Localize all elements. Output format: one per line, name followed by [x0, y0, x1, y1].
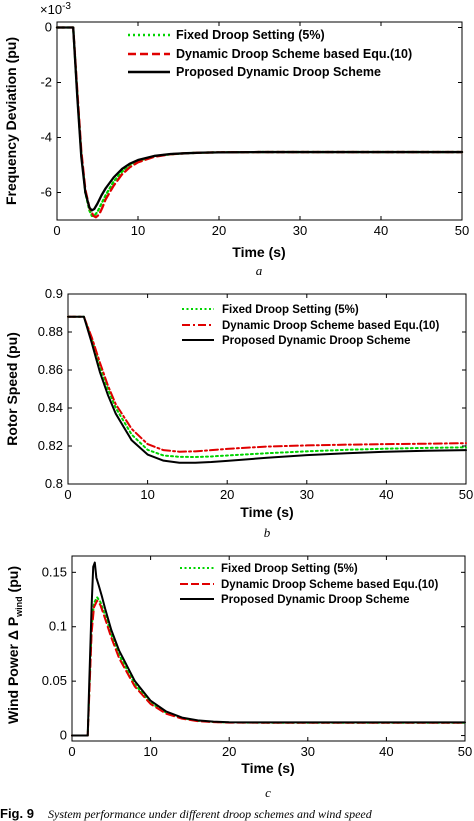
series-line-c-0	[71, 596, 466, 737]
y-axis-label-c: Wind Power Δ Pwind (pu)	[5, 566, 24, 724]
y-tick-label-c-3: 0.15	[42, 564, 67, 579]
panel-a: ×10-3 0 10 20 30 40 50 0 -2 -4 -6 Time (s) Frequ…	[3, 1, 469, 278]
x-tick-label-a-4: 40	[374, 223, 388, 238]
x-axis-label-c: Time (s)	[241, 760, 294, 776]
series-lines-c	[71, 561, 466, 737]
y-tick-label-b-1: 0.82	[38, 438, 63, 453]
legend-label-fixed-c: Fixed Droop Setting (5%)	[221, 563, 358, 575]
series-line-c-2	[71, 561, 466, 737]
x-tick-label-c-3: 30	[301, 744, 315, 759]
x-tick-label-a-1: 10	[131, 223, 145, 238]
y-tick-label-b-0: 0.8	[45, 476, 63, 491]
x-axis-label-a: Time (s)	[232, 244, 285, 260]
series-line-b-2	[67, 315, 467, 464]
x-tick-label-b-1: 10	[140, 487, 154, 502]
figure-caption: Fig. 9 System performance under differen…	[0, 806, 373, 821]
legend-a: Fixed Droop Setting (5%) Dynamic Droop S…	[128, 28, 412, 79]
series-line-b-1	[67, 315, 467, 453]
legend-label-proposed-a: Proposed Dynamic Droop Scheme	[176, 65, 381, 79]
plot-area-b	[67, 293, 467, 485]
x-tick-label-c-5: 50	[458, 744, 472, 759]
legend-label-dynamic-c: Dynamic Droop Scheme based Equ.(10)	[221, 579, 438, 591]
x-tick-label-b-0: 0	[64, 487, 71, 502]
series-line-c-1	[71, 599, 466, 737]
x-tick-label-a-2: 20	[212, 223, 226, 238]
plot-area-a	[56, 21, 463, 221]
y-axis-label-b: Rotor Speed (pu)	[4, 332, 20, 446]
plot-area-c	[71, 555, 466, 742]
panel-b: 0 10 20 30 40 50 0.8 0.82 0.84 0.86 0.88 0.9 Time …	[4, 286, 473, 540]
legend-b: Fixed Droop Setting (5%) Dynamic Droop S…	[182, 304, 439, 347]
caption-label: Fig. 9	[0, 806, 34, 821]
y-tick-label-c-2: 0.1	[49, 619, 67, 634]
y-tick-label-a-1: -2	[40, 75, 52, 90]
y-tick-label-a-2: -4	[40, 130, 52, 145]
legend-label-fixed-a: Fixed Droop Setting (5%)	[176, 28, 325, 42]
legend-label-dynamic-b: Dynamic Droop Scheme based Equ.(10)	[222, 320, 439, 332]
legend-label-proposed-c: Proposed Dynamic Droop Scheme	[221, 594, 410, 606]
panel-c: 0 10 20 30 40 50 0 0.05 0.1 0.15 Time (s) Wind P…	[5, 555, 472, 800]
y-tick-label-b-3: 0.86	[38, 362, 63, 377]
x-tick-label-c-1: 10	[143, 744, 157, 759]
y-tick-label-b-4: 0.88	[38, 324, 63, 339]
series-lines-a	[55, 26, 464, 219]
x-axis-label-b: Time (s)	[240, 504, 293, 520]
y-tick-label-b-5: 0.9	[45, 286, 63, 301]
x-tick-label-a-0: 0	[53, 223, 60, 238]
legend-c: Fixed Droop Setting (5%) Dynamic Droop S…	[180, 563, 438, 606]
legend-label-fixed-b: Fixed Droop Setting (5%)	[222, 304, 359, 316]
x-tick-label-b-4: 40	[379, 487, 393, 502]
y-tick-label-a-3: -6	[40, 185, 52, 200]
x-tick-label-a-5: 50	[455, 223, 469, 238]
y-tick-label-a-0: 0	[45, 20, 52, 35]
legend-label-dynamic-a: Dynamic Droop Scheme based Equ.(10)	[176, 47, 412, 61]
x-tick-label-c-4: 40	[379, 744, 393, 759]
x-tick-label-b-5: 50	[459, 487, 473, 502]
y-tick-label-c-0: 0	[60, 728, 67, 743]
subplot-label-b: b	[264, 525, 271, 540]
exponent-label-a: ×10-3	[40, 1, 71, 17]
x-tick-label-a-3: 30	[293, 223, 307, 238]
caption-text: System performance under different droop…	[48, 807, 373, 821]
series-line-b-0	[67, 315, 467, 459]
y-tick-label-c-1: 0.05	[42, 673, 67, 688]
x-tick-label-b-2: 20	[220, 487, 234, 502]
x-tick-label-b-3: 30	[300, 487, 314, 502]
x-tick-label-c-2: 20	[222, 744, 236, 759]
subplot-label-a: a	[256, 263, 263, 278]
series-line-a-2	[55, 26, 464, 212]
subplot-label-c: c	[265, 785, 271, 800]
x-tick-label-c-0: 0	[68, 744, 75, 759]
y-tick-label-b-2: 0.84	[38, 400, 63, 415]
series-lines-b	[67, 315, 467, 464]
y-axis-label-a: Frequency Deviation (pu)	[3, 37, 19, 205]
legend-label-proposed-b: Proposed Dynamic Droop Scheme	[222, 335, 411, 347]
